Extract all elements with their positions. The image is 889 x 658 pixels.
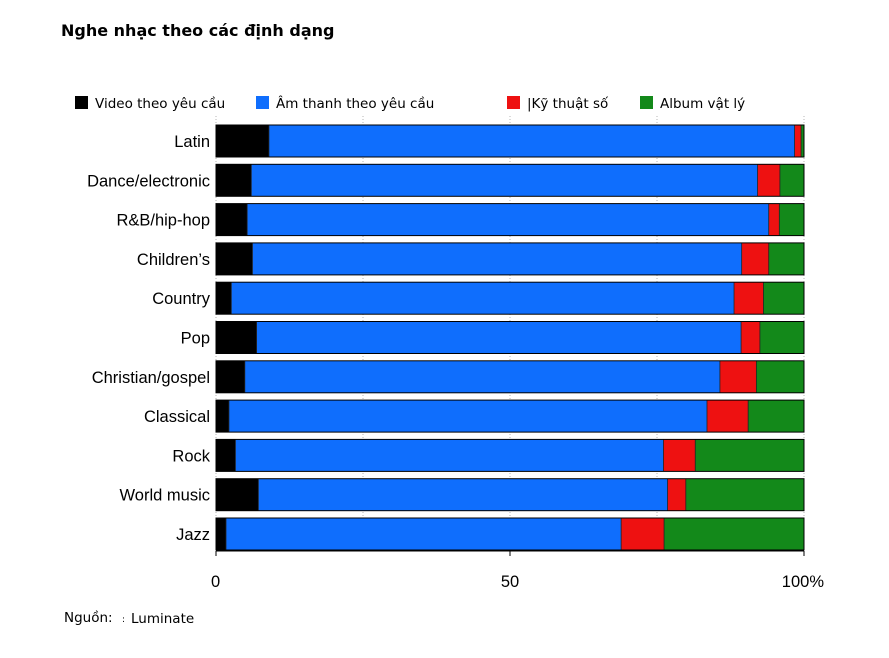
bar-segment-k-thu-t-s (757, 164, 780, 197)
x-axis: 0 50 100% (211, 550, 825, 591)
bar-segment-m-thanh-theo-y-u-c-u (268, 125, 795, 157)
bar-segment-album-v-t-l (759, 321, 804, 354)
bar-row-world-music (215, 478, 805, 512)
bar-outline (215, 321, 805, 354)
bar-segment-video-theo-y-u-c-u (216, 321, 257, 354)
bar-segment-k-thu-t-s (621, 518, 665, 550)
bar-segment-album-v-t-l (695, 439, 804, 472)
bars (215, 124, 805, 551)
bar-segment-k-thu-t-s (667, 478, 686, 511)
bar-segment-m-thanh-theo-y-u-c-u (252, 242, 742, 275)
bar-segment-m-thanh-theo-y-u-c-u (251, 164, 758, 197)
legend-swatch-video-theo-y-u-c-u (75, 96, 88, 109)
bar-segment-album-v-t-l (756, 360, 804, 393)
legend-label: Âm thanh theo yêu cầu (276, 94, 434, 112)
bar-segment-k-thu-t-s (768, 203, 780, 236)
bar-outline (215, 124, 805, 158)
legend-label: |Kỹ thuật số (527, 95, 609, 112)
bar-segment-album-v-t-l (763, 282, 804, 315)
bar-segment-video-theo-y-u-c-u (216, 203, 248, 236)
bar-outline (215, 517, 805, 551)
bar-segment-album-v-t-l (768, 242, 804, 275)
bar-segment-m-thanh-theo-y-u-c-u (231, 282, 735, 315)
category-label-country: Country (152, 290, 211, 308)
category-labels: Latin Dance/electronic R&B/hip-hop Children… (87, 133, 211, 544)
legend-label: Album vật lý (660, 96, 745, 112)
bar-outline (215, 360, 805, 394)
bar-segment-video-theo-y-u-c-u (216, 360, 245, 393)
x-tick-label: 50 (501, 573, 519, 591)
category-label-classical: Classical (144, 408, 210, 426)
bar-segment-video-theo-y-u-c-u (216, 478, 259, 511)
x-tick-label: 100% (782, 573, 825, 591)
category-label-world-music: World music (120, 487, 210, 505)
bar-segment-album-v-t-l (664, 518, 804, 550)
bar-row-children-s (215, 242, 805, 276)
legend: Video theo yêu cầu Âm thanh theo yêu cầu |… (75, 94, 745, 112)
category-label-pop: Pop (181, 330, 210, 348)
bar-segment-video-theo-y-u-c-u (216, 439, 236, 472)
bar-segment-video-theo-y-u-c-u (216, 518, 226, 550)
bar-segment-album-v-t-l (779, 203, 804, 236)
source-value: Luminate (131, 611, 194, 627)
bar-segment-m-thanh-theo-y-u-c-u (244, 360, 720, 393)
bar-segment-album-v-t-l (801, 125, 804, 157)
legend-swatch-album-v-t-l (640, 96, 653, 109)
bar-row-christian-gospel (215, 360, 805, 394)
legend-label: Video theo yêu cầu (95, 96, 225, 112)
legend-swatch-k-thu-t-s (507, 96, 520, 109)
bar-outline (215, 203, 805, 237)
bar-segment-k-thu-t-s (719, 360, 757, 393)
category-label-latin: Latin (174, 133, 210, 151)
bar-segment-k-thu-t-s (741, 321, 760, 354)
bar-outline (215, 399, 805, 433)
bar-outline (215, 438, 805, 472)
bar-row-jazz (215, 517, 805, 551)
bar-segment-album-v-t-l (779, 164, 804, 197)
bar-row-dance-electronic (215, 163, 805, 197)
bar-segment-k-thu-t-s (734, 282, 764, 315)
bar-segment-video-theo-y-u-c-u (216, 400, 229, 433)
category-label-children-s: Children’s (137, 251, 210, 269)
bar-segment-video-theo-y-u-c-u (216, 282, 232, 315)
bar-segment-album-v-t-l (685, 478, 804, 511)
bar-segment-video-theo-y-u-c-u (216, 164, 252, 197)
category-label-r-b-hip-hop: R&B/hip-hop (116, 212, 210, 230)
category-label-christian-gospel: Christian/gospel (92, 369, 210, 387)
bar-row-country (215, 281, 805, 315)
bar-segment-m-thanh-theo-y-u-c-u (258, 478, 668, 511)
legend-swatch-m-thanh-theo-y-u-c-u (256, 96, 269, 109)
x-tick-label: 0 (211, 573, 220, 591)
bar-row-latin (215, 124, 805, 158)
bar-segment-m-thanh-theo-y-u-c-u (228, 400, 707, 433)
bar-segment-k-thu-t-s (794, 125, 802, 157)
bar-segment-video-theo-y-u-c-u (216, 242, 253, 275)
chart-title: Nghe nhạc theo các định dạng (61, 21, 334, 40)
bar-row-r-b-hip-hop (215, 203, 805, 237)
bar-row-classical (215, 399, 805, 433)
category-label-rock: Rock (172, 447, 210, 465)
source-label: Nguồn: (64, 609, 113, 626)
bar-outline (215, 281, 805, 315)
bar-row-rock (215, 438, 805, 472)
source-marker: : (122, 615, 125, 625)
bar-segment-m-thanh-theo-y-u-c-u (247, 203, 769, 236)
bar-outline (215, 242, 805, 276)
source-note: Nguồn: : Luminate (64, 609, 194, 627)
category-label-dance-electronic: Dance/electronic (87, 172, 210, 190)
bar-segment-k-thu-t-s (741, 242, 769, 275)
bar-outline (215, 163, 805, 197)
bar-segment-m-thanh-theo-y-u-c-u (235, 439, 664, 472)
bar-segment-video-theo-y-u-c-u (216, 125, 269, 157)
bar-segment-k-thu-t-s (706, 400, 749, 433)
bar-outline (215, 478, 805, 512)
bar-row-pop (215, 321, 805, 354)
bar-segment-k-thu-t-s (663, 439, 696, 472)
bar-segment-m-thanh-theo-y-u-c-u (225, 518, 622, 550)
category-label-jazz: Jazz (176, 526, 210, 544)
bar-segment-m-thanh-theo-y-u-c-u (256, 321, 742, 354)
bar-segment-album-v-t-l (748, 400, 804, 433)
